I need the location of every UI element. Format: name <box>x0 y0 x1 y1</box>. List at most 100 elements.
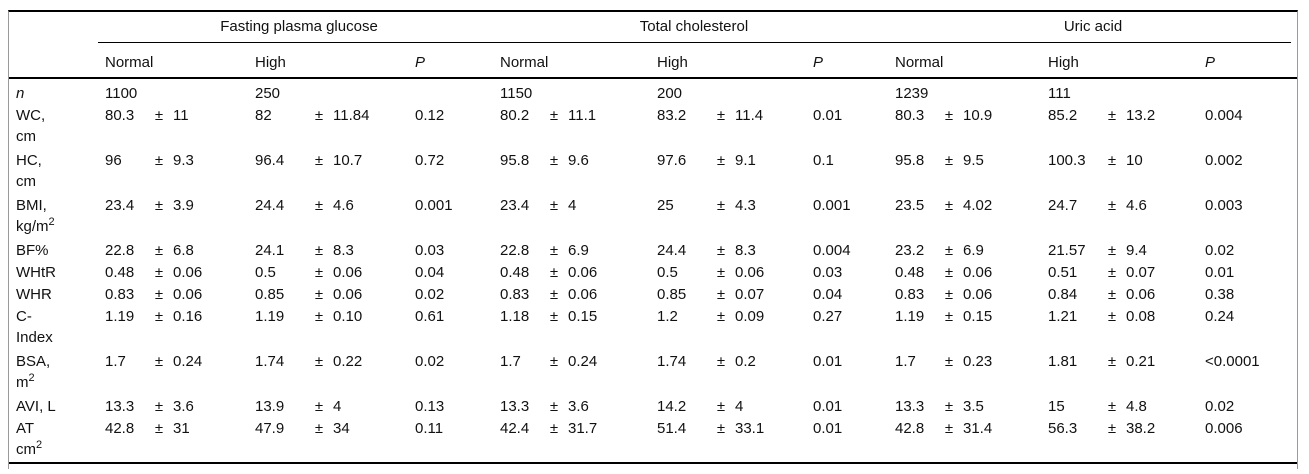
p-value: 0.003 <box>1205 197 1243 214</box>
measure-cell: 13.3 ±3.5 <box>888 395 1041 417</box>
mean-value: 1.21 <box>1048 308 1078 325</box>
plus-minus-symbol: ± <box>1107 107 1117 124</box>
mean-value: 1.74 <box>255 353 285 370</box>
p-value: 0.1 <box>813 152 834 169</box>
mean-value: 13.3 <box>105 398 135 415</box>
p-value-cell <box>1198 82 1291 104</box>
mean-value: 13.3 <box>895 398 925 415</box>
row-label-line: Index <box>16 327 98 348</box>
measure-cell: 0.48 ±0.06 <box>98 261 248 283</box>
p-value: 0.03 <box>415 242 445 259</box>
measure-cell: 1.19 ±0.16 <box>98 305 248 350</box>
row-label-text: kg/m <box>16 218 49 235</box>
sd-value: 8.3 <box>735 242 756 259</box>
plus-minus-symbol: ± <box>314 242 324 259</box>
sd-value: 0.15 <box>963 308 993 325</box>
measure-cell: 1.19 ±0.15 <box>888 305 1041 350</box>
measure-cell: 1.19 ±0.10 <box>248 305 408 350</box>
mean-value: 22.8 <box>500 242 530 259</box>
p-value: 0.01 <box>813 353 843 370</box>
sd-value: 10.9 <box>963 107 993 124</box>
measure-cell: 23.4 ±3.9 <box>98 194 248 239</box>
measure-cell: 1.74 ±0.2 <box>650 350 806 395</box>
value-with-sd: 100.3 ±10 <box>1048 150 1198 171</box>
p-value-cell: 0.01 <box>1198 261 1291 283</box>
p-value-cell: 0.1 <box>806 149 888 194</box>
p-value: 0.02 <box>1205 242 1235 259</box>
plus-minus-symbol: ± <box>154 308 164 325</box>
mean-value: 0.83 <box>105 286 135 303</box>
value-with-sd: 1239 <box>895 83 1041 104</box>
row-label-text: BMI, <box>16 197 47 214</box>
anthropometric-comparison-table: Fasting plasma glucose Total cholesterol… <box>8 10 1298 469</box>
sd-value: 31.7 <box>568 420 598 437</box>
sd-value: 0.06 <box>1126 286 1156 303</box>
measure-cell: 24.4 ±4.6 <box>248 194 408 239</box>
value-with-sd: 0.85 ±0.06 <box>255 284 408 305</box>
row-label-line: BMI, <box>16 195 98 216</box>
value-with-sd: 0.48 ±0.06 <box>500 262 650 283</box>
value-with-sd: 1.74 ±0.2 <box>657 351 806 372</box>
value-with-sd: 24.4 ±8.3 <box>657 240 806 261</box>
p-value: 0.61 <box>415 308 445 325</box>
measure-cell: 23.2 ±6.9 <box>888 239 1041 261</box>
table-row: WHR 0.83 ±0.06 0.85 ±0.06 0.02 0.83 ±0.06 0.85 ±0… <box>9 283 1297 305</box>
mean-value: 1.7 <box>500 353 521 370</box>
measure-cell: 13.3 ±3.6 <box>98 395 248 417</box>
plus-minus-symbol: ± <box>944 242 954 259</box>
plus-minus-symbol: ± <box>549 286 559 303</box>
value-with-sd: 85.2 ±13.2 <box>1048 105 1198 126</box>
p-value-cell: 0.27 <box>806 305 888 350</box>
sd-value: 4 <box>568 197 577 214</box>
value-with-sd: 1150 <box>500 83 650 104</box>
value-with-sd: 0.48 ±0.06 <box>895 262 1041 283</box>
group-header-row: Fasting plasma glucose Total cholesterol… <box>9 12 1297 43</box>
value-with-sd: 23.2 ±6.9 <box>895 240 1041 261</box>
measure-cell: 80.3 ±10.9 <box>888 104 1041 149</box>
mean-value: 0.83 <box>895 286 925 303</box>
p-value: 0.004 <box>1205 107 1243 124</box>
plus-minus-symbol: ± <box>154 197 164 214</box>
row-label: WC, cm <box>9 104 98 149</box>
mean-value: 23.4 <box>500 197 530 214</box>
measure-cell: 56.3 ±38.2 <box>1041 417 1198 462</box>
measure-cell: 250 <box>248 82 408 104</box>
row-label-text: cm <box>16 441 36 458</box>
value-with-sd: 23.4 ±3.9 <box>105 195 248 216</box>
p-value-cell: <0.0001 <box>1198 350 1291 395</box>
column-header-p: P <box>813 54 824 71</box>
p-value: 0.04 <box>415 264 445 281</box>
measure-cell: 85.2 ±13.2 <box>1041 104 1198 149</box>
row-label-line: BF% <box>16 240 98 261</box>
sd-value: 9.1 <box>735 152 756 169</box>
mean-value: 14.2 <box>657 398 687 415</box>
plus-minus-symbol: ± <box>314 107 324 124</box>
plus-minus-symbol: ± <box>716 398 726 415</box>
sd-value: 3.6 <box>173 398 194 415</box>
measure-cell: 0.83 ±0.06 <box>493 283 650 305</box>
row-label-text: BSA, <box>16 353 51 370</box>
row-label-line: HC, <box>16 150 98 171</box>
table-row: BSA, m2 1.7 ±0.24 1.74 ±0.22 0.02 1.7 ±0.24 1.74 ±… <box>9 350 1297 395</box>
measure-cell: 0.5 ±0.06 <box>650 261 806 283</box>
row-label-text: n <box>16 85 25 102</box>
p-value: 0.13 <box>415 398 445 415</box>
plus-minus-symbol: ± <box>1107 308 1117 325</box>
mean-value: 0.85 <box>255 286 285 303</box>
value-with-sd: 23.5 ±4.02 <box>895 195 1041 216</box>
plus-minus-symbol: ± <box>1107 420 1117 437</box>
measure-cell: 0.84 ±0.06 <box>1041 283 1198 305</box>
mean-value: 1.7 <box>895 353 916 370</box>
value-with-sd: 1.7 ±0.24 <box>105 351 248 372</box>
value-with-sd: 0.83 ±0.06 <box>105 284 248 305</box>
p-value: 0.01 <box>813 107 843 124</box>
sd-value: 9.5 <box>963 152 984 169</box>
sd-value: 0.06 <box>568 286 598 303</box>
value-with-sd: 23.4 ±4 <box>500 195 650 216</box>
plus-minus-symbol: ± <box>944 152 954 169</box>
group-header-uric-acid: Uric acid <box>888 12 1291 43</box>
sd-value: 0.23 <box>963 353 993 370</box>
mean-value: 80.2 <box>500 107 530 124</box>
plus-minus-symbol: ± <box>549 398 559 415</box>
row-label: HC, cm <box>9 149 98 194</box>
